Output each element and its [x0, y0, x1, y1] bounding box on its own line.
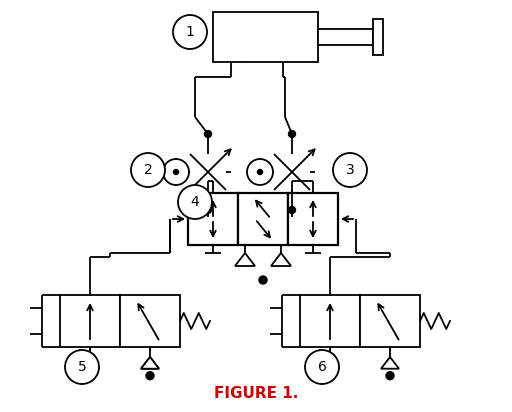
Circle shape [163, 159, 189, 185]
Circle shape [247, 159, 273, 185]
Bar [300, 295, 360, 347]
Circle shape [288, 206, 295, 213]
Circle shape [65, 350, 99, 384]
Bar [188, 193, 238, 245]
Circle shape [131, 153, 165, 187]
Bar [60, 295, 120, 347]
Text: 4: 4 [190, 195, 199, 209]
Circle shape [386, 372, 394, 380]
Circle shape [288, 131, 295, 138]
Polygon shape [235, 253, 255, 266]
Circle shape [259, 276, 267, 284]
Circle shape [204, 131, 211, 138]
Circle shape [174, 169, 179, 175]
Polygon shape [81, 357, 99, 369]
Bar [288, 193, 338, 245]
Polygon shape [141, 357, 159, 369]
Text: FIGURE 1.: FIGURE 1. [214, 386, 298, 402]
Circle shape [333, 153, 367, 187]
Bar [238, 193, 288, 245]
Polygon shape [141, 357, 159, 369]
Circle shape [258, 169, 263, 175]
Text: 3: 3 [346, 163, 354, 177]
Text: 1: 1 [185, 25, 195, 39]
Circle shape [204, 206, 211, 213]
Bar [318, 29, 373, 45]
Polygon shape [381, 357, 399, 369]
Text: 6: 6 [317, 360, 327, 374]
Bar [213, 12, 318, 62]
Bar [120, 295, 180, 347]
Bar [373, 19, 383, 55]
Circle shape [173, 15, 207, 49]
Bar [360, 295, 420, 347]
Text: 2: 2 [144, 163, 153, 177]
Circle shape [178, 185, 212, 219]
Text: 5: 5 [78, 360, 87, 374]
Polygon shape [81, 357, 99, 369]
Circle shape [146, 372, 154, 380]
Polygon shape [271, 253, 291, 266]
Circle shape [305, 350, 339, 384]
Circle shape [326, 372, 334, 380]
Polygon shape [321, 357, 339, 369]
Circle shape [86, 372, 94, 380]
